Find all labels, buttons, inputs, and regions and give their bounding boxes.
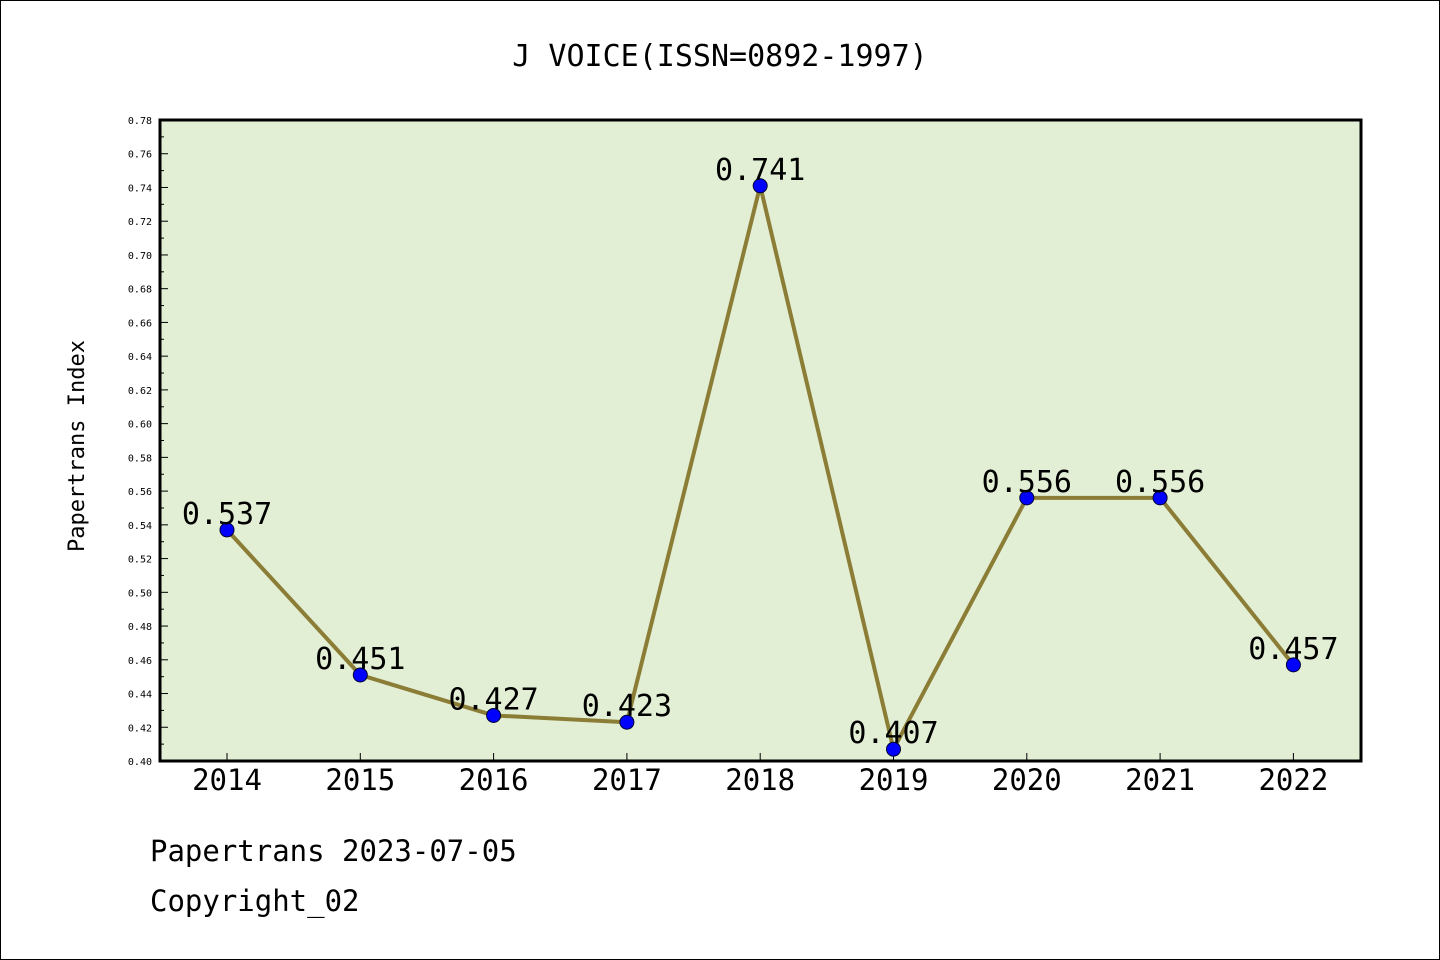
y-tick-label: 0.58 xyxy=(128,453,152,464)
y-tick-label: 0.40 xyxy=(128,757,152,768)
x-tick-label: 2019 xyxy=(859,763,929,797)
data-markers xyxy=(219,178,1301,757)
y-tick-label: 0.56 xyxy=(128,487,152,498)
data-label-2019: 0.407 xyxy=(848,716,938,751)
data-label-2014: 0.537 xyxy=(182,497,272,532)
y-tick-label: 0.72 xyxy=(128,217,152,228)
data-point-2020 xyxy=(1019,490,1035,506)
y-tick-label: 0.52 xyxy=(128,555,152,566)
data-label-2018: 0.741 xyxy=(715,153,805,188)
x-tick-label: 2016 xyxy=(459,763,529,797)
data-label-2016: 0.427 xyxy=(448,682,538,717)
data-label-2022: 0.457 xyxy=(1248,632,1338,667)
y-tick-label: 0.44 xyxy=(128,690,152,701)
y-tick-label: 0.68 xyxy=(128,285,152,296)
data-point-2022 xyxy=(1285,657,1301,673)
y-tick-label: 0.64 xyxy=(128,352,152,363)
x-tick-label: 2014 xyxy=(192,763,262,797)
x-tick-label: 2015 xyxy=(325,763,395,797)
y-tick-label: 0.60 xyxy=(128,420,152,431)
data-point-2016 xyxy=(486,707,502,723)
y-tick-label: 0.70 xyxy=(128,251,152,262)
data-label-2017: 0.423 xyxy=(582,689,672,724)
x-tick-label: 2021 xyxy=(1125,763,1195,797)
y-tick-label: 0.78 xyxy=(128,116,152,127)
data-point-2018 xyxy=(752,178,768,194)
data-point-2014 xyxy=(219,522,235,538)
y-tick-label: 0.66 xyxy=(128,318,152,329)
x-tick-label: 2018 xyxy=(725,763,795,797)
data-point-2019 xyxy=(886,741,901,757)
footer-copyright: Copyright_02 xyxy=(150,884,360,918)
x-axis: 2014 2015 2016 2017 2018 2019 2020 2021 2022 xyxy=(192,753,1328,797)
data-label-2020: 0.556 xyxy=(982,465,1072,500)
data-point-2017 xyxy=(619,714,635,730)
footer-date: Papertrans 2023-07-05 xyxy=(150,834,517,868)
y-tick-label: 0.74 xyxy=(128,183,152,194)
x-tick-label: 2022 xyxy=(1258,763,1328,797)
chart-title: J VOICE(ISSN=0892-1997) xyxy=(512,39,927,74)
data-point-2021 xyxy=(1152,490,1168,506)
y-tick-label: 0.50 xyxy=(128,588,152,599)
y-axis: 0.40 0.42 0.44 0.46 0.48 0.50 0.52 0.54 0.56 0.58… xyxy=(128,116,168,768)
y-axis-label: Papertrans Index xyxy=(65,340,90,552)
y-tick-label: 0.42 xyxy=(128,723,152,734)
data-label-2015: 0.451 xyxy=(315,642,405,677)
y-tick-label: 0.54 xyxy=(128,521,152,532)
y-tick-label: 0.62 xyxy=(128,386,152,397)
plot-area xyxy=(158,118,1363,763)
y-tick-label: 0.76 xyxy=(128,150,152,161)
x-tick-label: 2017 xyxy=(592,763,662,797)
y-tick-label: 0.48 xyxy=(128,622,152,633)
x-tick-label: 2020 xyxy=(992,763,1062,797)
data-label-2021: 0.556 xyxy=(1115,465,1205,500)
data-labels: 0.537 0.451 0.427 0.423 0.741 0.407 0.556 0.556… xyxy=(182,153,1339,751)
y-tick-label: 0.46 xyxy=(128,656,152,667)
data-point-2015 xyxy=(352,667,368,683)
